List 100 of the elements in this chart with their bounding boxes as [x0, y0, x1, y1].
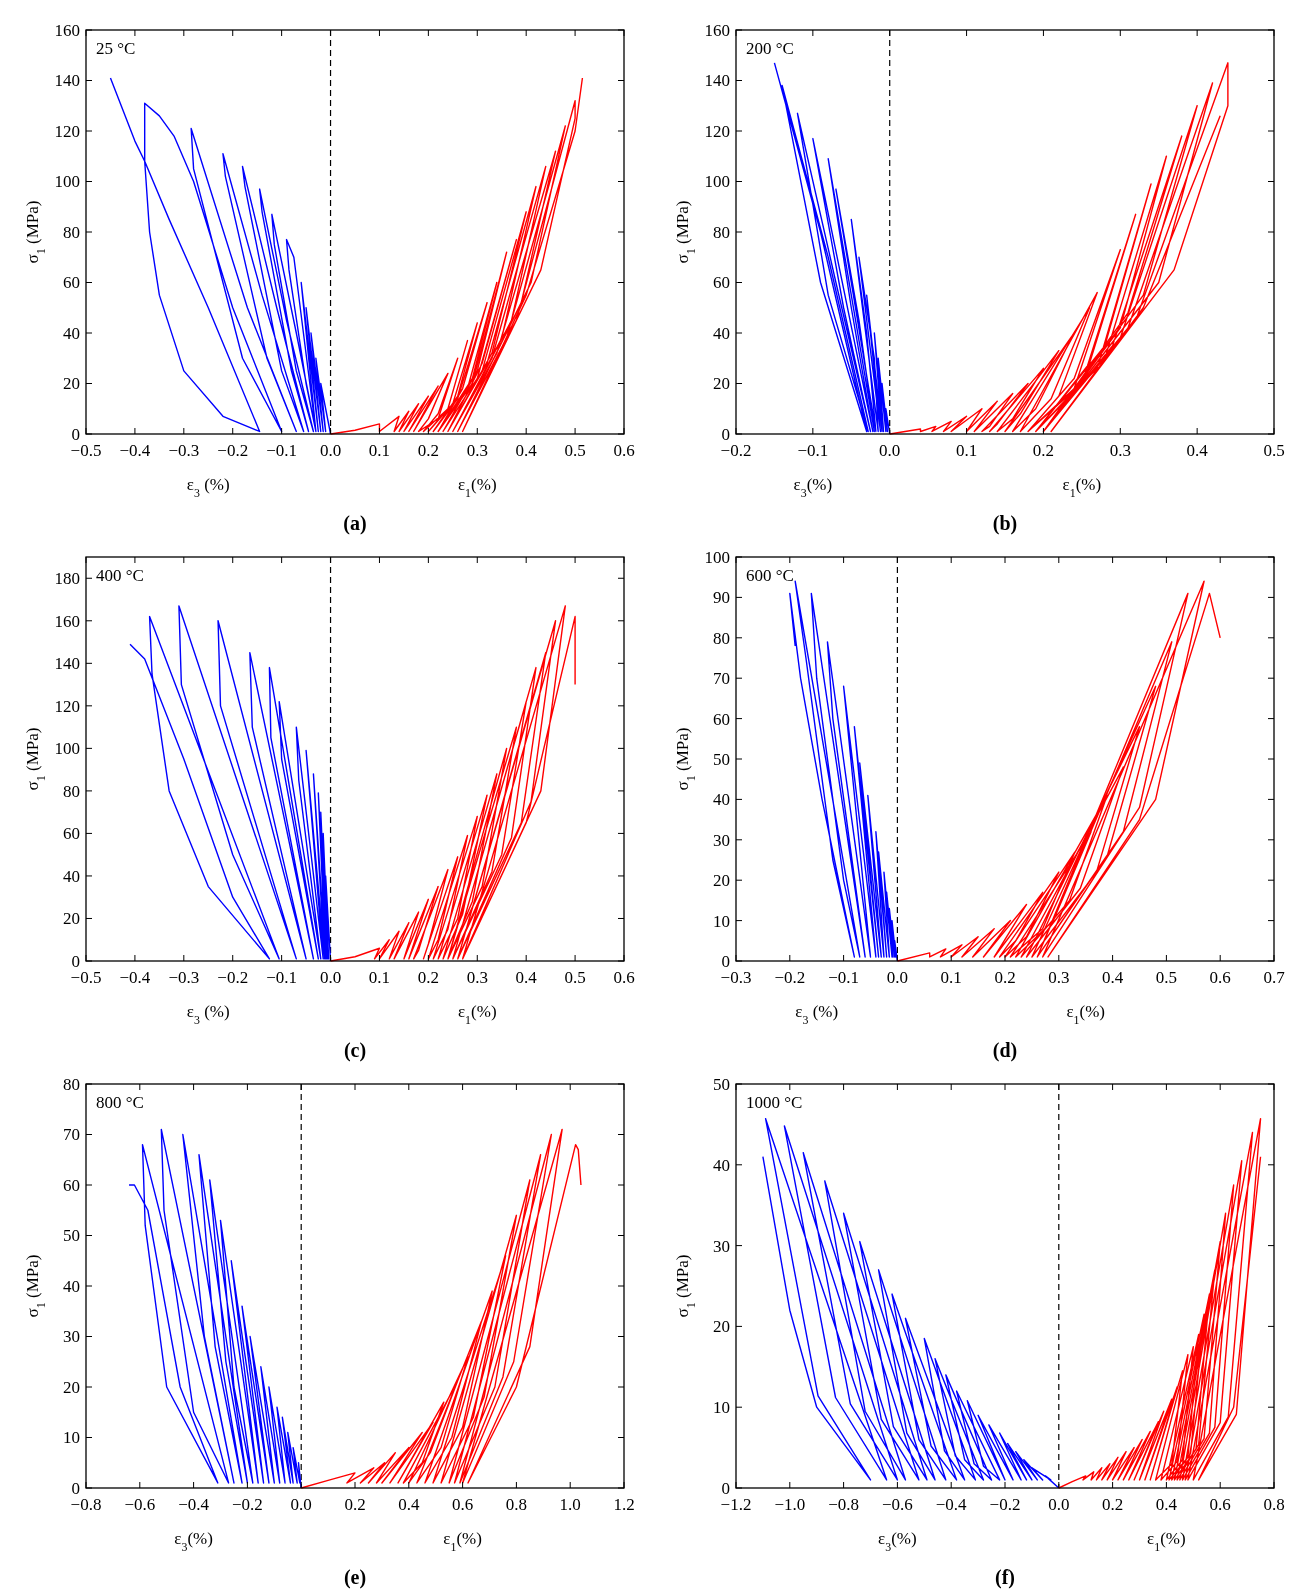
- y-tick-label: 20: [713, 871, 730, 891]
- x-tick-label: 0.4: [1155, 1495, 1178, 1514]
- y-tick-label: 0: [71, 1478, 80, 1498]
- y-tick-label: 10: [63, 1428, 80, 1448]
- y-tick-label: 80: [63, 781, 80, 801]
- x-tick-label: −0.3: [168, 968, 200, 987]
- x-tick-label: 0.1: [940, 968, 962, 987]
- annotation: 200 °C: [746, 39, 794, 58]
- x-tick-label: 0.4: [515, 968, 538, 987]
- y-tick-label: 60: [713, 273, 730, 293]
- y-tick-label: 50: [63, 1226, 80, 1246]
- x-tick-label: 0.0: [886, 968, 909, 987]
- y-tick-label: 60: [713, 709, 730, 729]
- x-axis-title: ε$_{1}$(%): [1066, 1002, 1105, 1027]
- y-tick-label: 40: [713, 323, 730, 343]
- y-tick-label: 0: [71, 951, 80, 971]
- y-tick-label: 30: [713, 830, 730, 850]
- text: (f): [995, 1566, 1015, 1589]
- x-tick-label: 0.4: [1186, 441, 1209, 460]
- x-tick-label: 0.3: [466, 441, 488, 460]
- y-tick-label: 80: [713, 222, 730, 242]
- line-series: [773, 62, 891, 435]
- y-tick-label: 50: [713, 1074, 730, 1094]
- line-series: [762, 1118, 1060, 1489]
- x-tick-label: 0.6: [451, 1495, 474, 1514]
- x-tick-label: −0.8: [828, 1495, 860, 1514]
- y-tick-label: 80: [63, 222, 80, 242]
- x-tick-label: −0.8: [70, 1495, 102, 1514]
- y-tick-label: 10: [713, 911, 730, 931]
- annotation: 400 °C: [96, 566, 144, 585]
- y-tick-label: 120: [54, 121, 80, 141]
- x-tick-label: −0.1: [828, 968, 860, 987]
- y-tick-label: 70: [63, 1125, 80, 1145]
- y-tick-label: 120: [54, 696, 80, 716]
- text: ε$_{3}$(%): [878, 1529, 917, 1554]
- x-tick-label: 0.1: [955, 441, 978, 460]
- x-tick-label: 0.2: [1101, 1495, 1124, 1514]
- y-tick-label: 180: [54, 569, 80, 589]
- x-axis-title: ε$_{1}$(%): [443, 1529, 482, 1554]
- y-tick-label: 20: [63, 374, 80, 394]
- text: (e): [343, 1566, 367, 1589]
- y-tick-label: 80: [63, 1074, 80, 1094]
- line-series: [1058, 1118, 1262, 1489]
- line-series: [109, 77, 332, 435]
- annotation: 800 °C: [96, 1093, 144, 1112]
- x-tick-label: 0.0: [290, 1495, 312, 1514]
- x-tick-label: −0.2: [231, 1495, 263, 1514]
- x-tick-label: −0.4: [935, 1495, 968, 1514]
- y-tick-label: 140: [54, 71, 80, 91]
- y-tick-label: 100: [704, 547, 730, 567]
- x-tick-label: 0.4: [1101, 968, 1124, 987]
- x-tick-label: −0.2: [989, 1495, 1021, 1514]
- x-tick-label: 0.8: [505, 1495, 528, 1514]
- y-tick-label: 100: [54, 172, 80, 192]
- y-tick-label: 140: [54, 654, 80, 674]
- x-tick-label: 1.2: [613, 1495, 635, 1514]
- y-tick-label: 60: [63, 1175, 80, 1195]
- x-tick-label: −0.3: [168, 441, 200, 460]
- y-tick-label: 20: [63, 909, 80, 929]
- x-tick-label: 0.6: [613, 968, 635, 987]
- y-tick-label: 50: [713, 749, 730, 769]
- line-series: [129, 605, 332, 962]
- x-tick-label: 0.6: [1209, 968, 1231, 987]
- x-tick-label: 0.5: [564, 441, 586, 460]
- y-tick-label: 100: [704, 172, 730, 192]
- x-axis-title: ε$_{1}$(%): [1147, 1529, 1186, 1554]
- x-tick-label: −0.4: [119, 968, 151, 987]
- y-tick-label: 70: [713, 669, 730, 689]
- y-tick-label: 40: [63, 1276, 80, 1296]
- x-tick-label: 0.7: [1263, 968, 1286, 987]
- y-tick-label: 20: [713, 1317, 730, 1337]
- x-tick-label: −0.1: [266, 968, 298, 987]
- line-series: [789, 580, 899, 962]
- text: (c): [343, 1039, 367, 1062]
- x-tick-label: −0.2: [217, 968, 249, 987]
- x-tick-label: 0.3: [1109, 441, 1131, 460]
- y-tick-label: 40: [63, 866, 80, 886]
- text: (d): [992, 1039, 1018, 1062]
- x-tick-label: 0.6: [613, 441, 635, 460]
- text: (a): [343, 512, 367, 535]
- text: ε$_{3}$ (%): [186, 1002, 230, 1027]
- x-tick-label: −0.4: [119, 441, 151, 460]
- y-tick-label: 20: [713, 374, 730, 394]
- y-tick-label: 160: [54, 20, 80, 40]
- y-tick-label: 160: [704, 20, 730, 40]
- text: ε$_{3}$(%): [174, 1529, 213, 1554]
- y-tick-label: 40: [713, 790, 730, 810]
- y-tick-label: 30: [63, 1327, 80, 1347]
- y-tick-label: 60: [63, 273, 80, 293]
- y-tick-label: 100: [54, 739, 80, 759]
- x-tick-label: −1.0: [774, 1495, 806, 1514]
- text: ε$_{3}$(%): [793, 475, 833, 500]
- x-axis-title: ε$_{1}$(%): [457, 1002, 497, 1027]
- x-tick-label: −0.5: [70, 441, 102, 460]
- text: ε$_{3}$ (%): [186, 475, 230, 500]
- y-tick-label: 0: [721, 424, 730, 444]
- x-tick-label: 0.4: [515, 441, 538, 460]
- text: ε$_{3}$ (%): [795, 1002, 839, 1027]
- y-tick-label: 140: [704, 71, 730, 91]
- y-tick-label: 10: [713, 1398, 730, 1418]
